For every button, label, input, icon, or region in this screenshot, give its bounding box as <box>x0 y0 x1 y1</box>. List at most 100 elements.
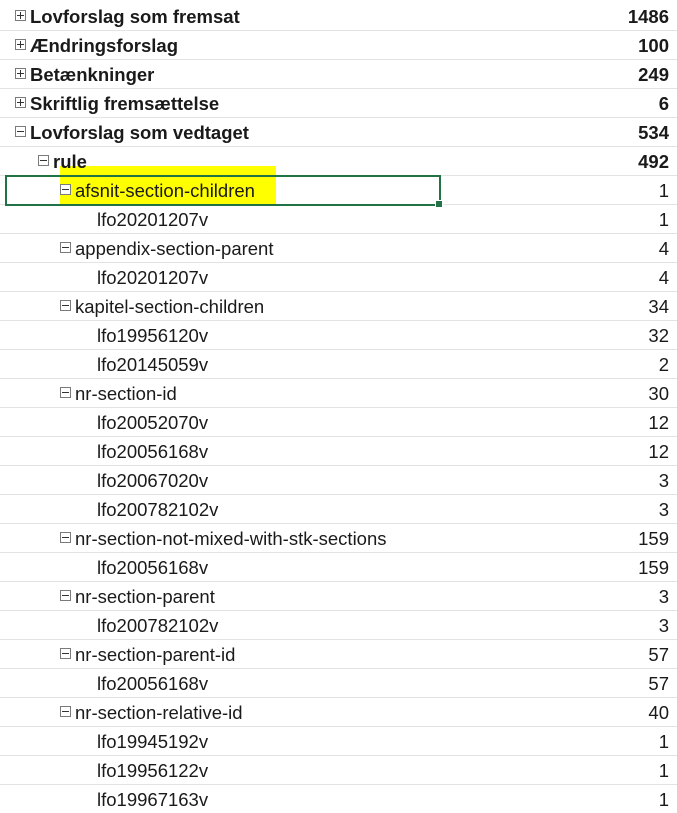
row-label: lfo200782102v <box>97 615 219 636</box>
pivot-item-row[interactable]: lfo20056168v 12 <box>0 437 678 466</box>
row-value: 1 <box>658 731 669 752</box>
pivot-group-row[interactable]: rule 492 <box>0 147 678 176</box>
yellow-highlight <box>60 166 276 206</box>
row-label: nr-section-not-mixed-with-stk-sections <box>75 528 387 549</box>
expand-icon[interactable] <box>15 39 26 50</box>
pivot-group-row[interactable]: nr-section-parent-id 57 <box>0 640 678 669</box>
pivot-item-row[interactable]: lfo20056168v 57 <box>0 669 678 698</box>
row-label: lfo20201207v <box>97 267 209 288</box>
collapse-icon[interactable] <box>60 387 71 398</box>
row-label: appendix-section-parent <box>75 238 274 259</box>
row-value: 3 <box>658 586 669 607</box>
pivot-item-row[interactable]: lfo20145059v 2 <box>0 350 678 379</box>
row-value: 1 <box>658 209 669 230</box>
row-label: Lovforslag som fremsat <box>30 6 240 27</box>
pivot-item-row[interactable]: lfo20201207v 1 <box>0 205 678 234</box>
collapse-icon[interactable] <box>60 532 71 543</box>
pivot-group-row[interactable]: afsnit-section-children 1 <box>0 176 678 205</box>
row-value: 1 <box>658 789 669 810</box>
row-label: lfo20056168v <box>97 441 209 462</box>
collapse-icon[interactable] <box>60 648 71 659</box>
row-value: 100 <box>638 35 669 56</box>
pivot-group-row[interactable]: nr-section-not-mixed-with-stk-sections 15… <box>0 524 678 553</box>
row-label: lfo19956122v <box>97 760 209 781</box>
row-label: afsnit-section-children <box>75 180 255 201</box>
row-value: 2 <box>658 354 669 375</box>
row-value: 4 <box>658 267 669 288</box>
row-label: kapitel-section-children <box>75 296 265 317</box>
row-label: lfo20056168v <box>97 557 209 578</box>
row-value: 249 <box>638 64 669 85</box>
pivot-group-row[interactable]: Ændringsforslag 100 <box>0 31 678 60</box>
pivot-item-row[interactable]: lfo20052070v 12 <box>0 408 678 437</box>
pivot-group-row[interactable]: nr-section-id 30 <box>0 379 678 408</box>
row-value: 57 <box>648 673 669 694</box>
row-value: 40 <box>648 702 669 723</box>
collapse-icon[interactable] <box>38 155 49 166</box>
pivot-group-row[interactable]: nr-section-relative-id 40 <box>0 698 678 727</box>
row-value: 57 <box>648 644 669 665</box>
row-label: lfo200782102v <box>97 499 219 520</box>
row-label: lfo19945192v <box>97 731 209 752</box>
row-value: 32 <box>648 325 669 346</box>
row-value: 6 <box>658 93 669 114</box>
row-value: 3 <box>658 470 669 491</box>
row-label: lfo20056168v <box>97 673 209 694</box>
collapse-icon[interactable] <box>60 590 71 601</box>
row-value: 1 <box>658 760 669 781</box>
row-value: 1486 <box>627 6 669 27</box>
row-label: Betænkninger <box>30 64 155 85</box>
row-value: 30 <box>648 383 669 404</box>
pivot-item-row[interactable]: lfo19945192v 1 <box>0 727 678 756</box>
row-value: 3 <box>658 499 669 520</box>
row-value: 159 <box>638 557 669 578</box>
row-value: 4 <box>658 238 669 259</box>
pivot-item-row[interactable]: lfo20201207v 4 <box>0 263 678 292</box>
row-value: 1 <box>658 180 669 201</box>
collapse-icon[interactable] <box>15 126 26 137</box>
expand-icon[interactable] <box>15 97 26 108</box>
row-label: lfo19956120v <box>97 325 209 346</box>
pivot-group-row[interactable]: Betænkninger 249 <box>0 60 678 89</box>
pivot-group-row[interactable]: Lovforslag som fremsat 1486 <box>0 2 678 31</box>
row-value: 12 <box>648 412 669 433</box>
row-label: Skriftlig fremsættelse <box>30 93 220 114</box>
pivot-group-row[interactable]: Skriftlig fremsættelse 6 <box>0 89 678 118</box>
row-label: nr-section-id <box>75 383 177 404</box>
row-value: 3 <box>658 615 669 636</box>
row-label: Lovforslag som vedtaget <box>30 122 249 143</box>
row-label: lfo20145059v <box>97 354 209 375</box>
row-label: lfo20067020v <box>97 470 209 491</box>
pivot-item-row[interactable]: lfo200782102v 3 <box>0 611 678 640</box>
row-value: 34 <box>648 296 669 317</box>
pivot-item-row[interactable]: lfo20056168v 159 <box>0 553 678 582</box>
row-value: 534 <box>638 122 669 143</box>
row-label: lfo19967163v <box>97 789 209 810</box>
collapse-icon[interactable] <box>60 184 71 195</box>
row-label: lfo20201207v <box>97 209 209 230</box>
pivot-item-row[interactable]: lfo19956122v 1 <box>0 756 678 785</box>
expand-icon[interactable] <box>15 10 26 21</box>
row-label: Ændringsforslag <box>30 35 179 56</box>
row-value: 159 <box>638 528 669 549</box>
row-value: 492 <box>638 151 669 172</box>
pivot-group-row[interactable]: Lovforslag som vedtaget 534 <box>0 118 678 147</box>
pivot-group-row[interactable]: kapitel-section-children 34 <box>0 292 678 321</box>
row-label: nr-section-parent <box>75 586 215 607</box>
row-value: 12 <box>648 441 669 462</box>
pivot-group-row[interactable]: appendix-section-parent 4 <box>0 234 678 263</box>
row-label: nr-section-relative-id <box>75 702 243 723</box>
row-label: rule <box>53 151 87 172</box>
expand-icon[interactable] <box>15 68 26 79</box>
pivot-item-row[interactable]: lfo19956120v 32 <box>0 321 678 350</box>
pivot-item-row[interactable]: lfo200782102v 3 <box>0 495 678 524</box>
collapse-icon[interactable] <box>60 706 71 717</box>
pivot-item-row[interactable]: lfo19967163v 1 <box>0 785 678 813</box>
collapse-icon[interactable] <box>60 300 71 311</box>
pivot-item-row[interactable]: lfo20067020v 3 <box>0 466 678 495</box>
collapse-icon[interactable] <box>60 242 71 253</box>
pivot-group-row[interactable]: nr-section-parent 3 <box>0 582 678 611</box>
row-label: nr-section-parent-id <box>75 644 236 665</box>
row-label: lfo20052070v <box>97 412 209 433</box>
